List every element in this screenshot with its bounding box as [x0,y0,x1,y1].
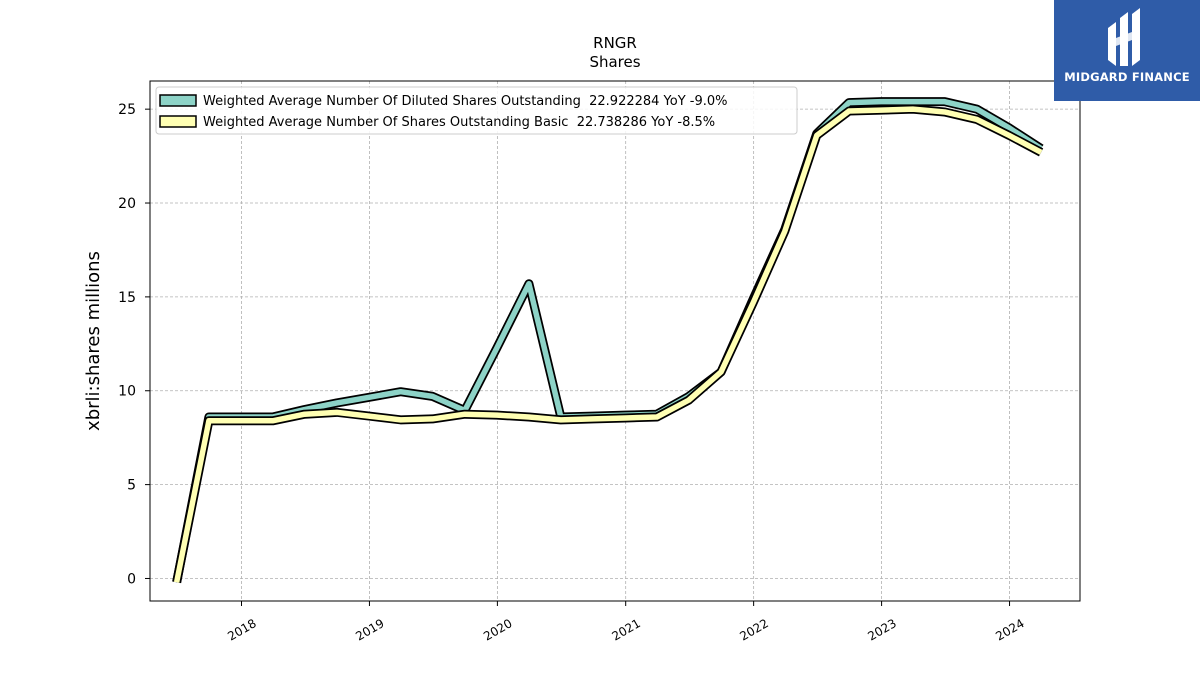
legend-swatch-basic [159,115,197,128]
series-line-1 [173,106,1043,583]
legend-box [155,86,798,135]
y-tick-label: 15 [118,290,136,306]
x-tick-label: 2019 [353,616,386,643]
legend-label-diluted: Weighted Average Number Of Diluted Share… [203,94,728,109]
series-line-0 [173,98,1043,583]
chart-title: RNGR [593,34,637,52]
logo-text: MIDGARD FINANCE [1064,70,1190,84]
y-axis-label: xbrli:shares millions [83,251,104,431]
legend-label-basic: Weighted Average Number Of Shares Outsta… [203,115,715,130]
legend: Weighted Average Number Of Diluted Share… [155,86,798,135]
grid [150,81,1080,601]
chart-subtitle: Shares [589,53,640,71]
x-tick-label: 2023 [865,616,898,643]
x-tick-label: 2020 [481,616,514,643]
ticks: 0 5 10 15 20 25 2018 2019 2020 2021 2022 2023 2024 [118,102,1027,643]
y-tick-label: 10 [118,384,136,400]
y-tick-label: 25 [118,102,136,118]
y-tick-label: 20 [118,196,136,212]
plot-frame [149,80,1081,602]
series-layer [172,97,1044,584]
x-tick-label: 2021 [609,616,642,643]
midgard-finance-logo: MIDGARD FINANCE [1054,0,1200,101]
series-outline-1 [172,104,1044,584]
logo-mark-icon [1108,8,1140,66]
legend-swatch-diluted [159,94,197,107]
x-tick-label: 2018 [225,616,258,643]
series-outline-0 [172,97,1044,584]
x-tick-label: 2024 [993,616,1026,643]
y-tick-label: 5 [127,478,136,494]
x-tick-label: 2022 [737,616,770,643]
y-tick-label: 0 [127,571,136,587]
